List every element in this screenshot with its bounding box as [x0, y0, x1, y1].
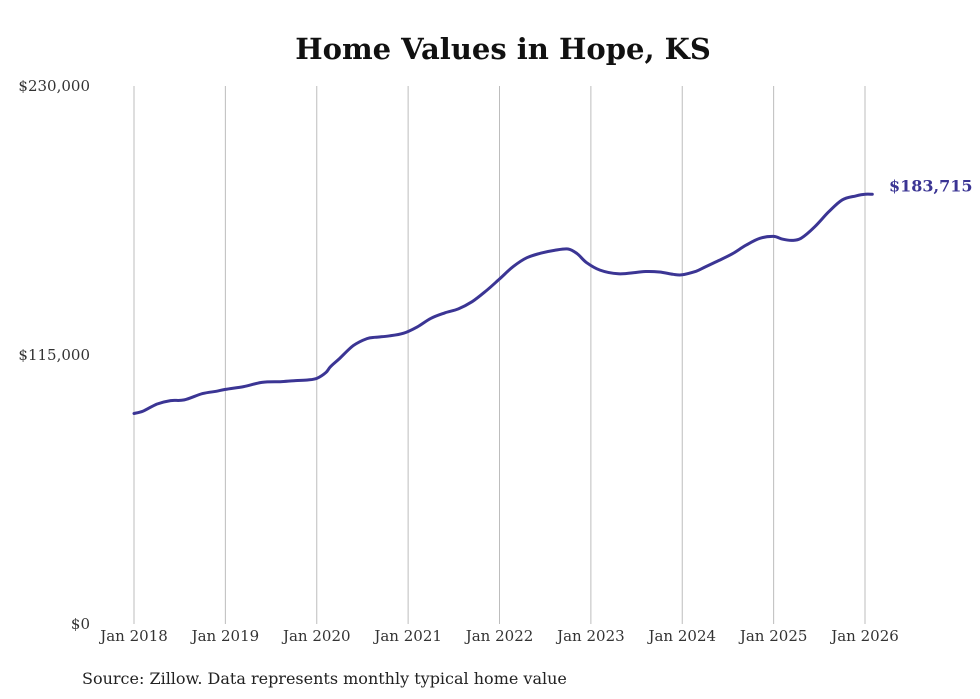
- x-tick-label: Jan 2018: [98, 627, 168, 645]
- y-tick-label: $115,000: [18, 346, 90, 364]
- y-tick-label: $230,000: [18, 77, 90, 95]
- chart-title: Home Values in Hope, KS: [295, 32, 711, 66]
- x-tick-label: Jan 2025: [738, 627, 808, 645]
- x-tick-label: Jan 2021: [372, 627, 442, 645]
- series-line-home-value: [132, 192, 874, 415]
- x-tick-label: Jan 2026: [829, 627, 899, 645]
- y-axis-tick-labels: $0 $115,000 $230,000: [18, 77, 90, 633]
- x-tick-label: Jan 2024: [646, 627, 716, 645]
- end-value-label: $183,715: [889, 176, 973, 195]
- source-note: Source: Zillow. Data represents monthly …: [82, 669, 567, 688]
- x-tick-label: Jan 2019: [190, 627, 260, 645]
- gridlines: [133, 86, 866, 624]
- x-tick-label: Jan 2023: [555, 627, 625, 645]
- x-tick-label: Jan 2022: [464, 627, 534, 645]
- x-tick-label: Jan 2020: [281, 627, 351, 645]
- y-tick-label: $0: [71, 615, 90, 633]
- x-axis-tick-labels: Jan 2018 Jan 2019 Jan 2020 Jan 2021 Jan 2022…: [98, 627, 899, 645]
